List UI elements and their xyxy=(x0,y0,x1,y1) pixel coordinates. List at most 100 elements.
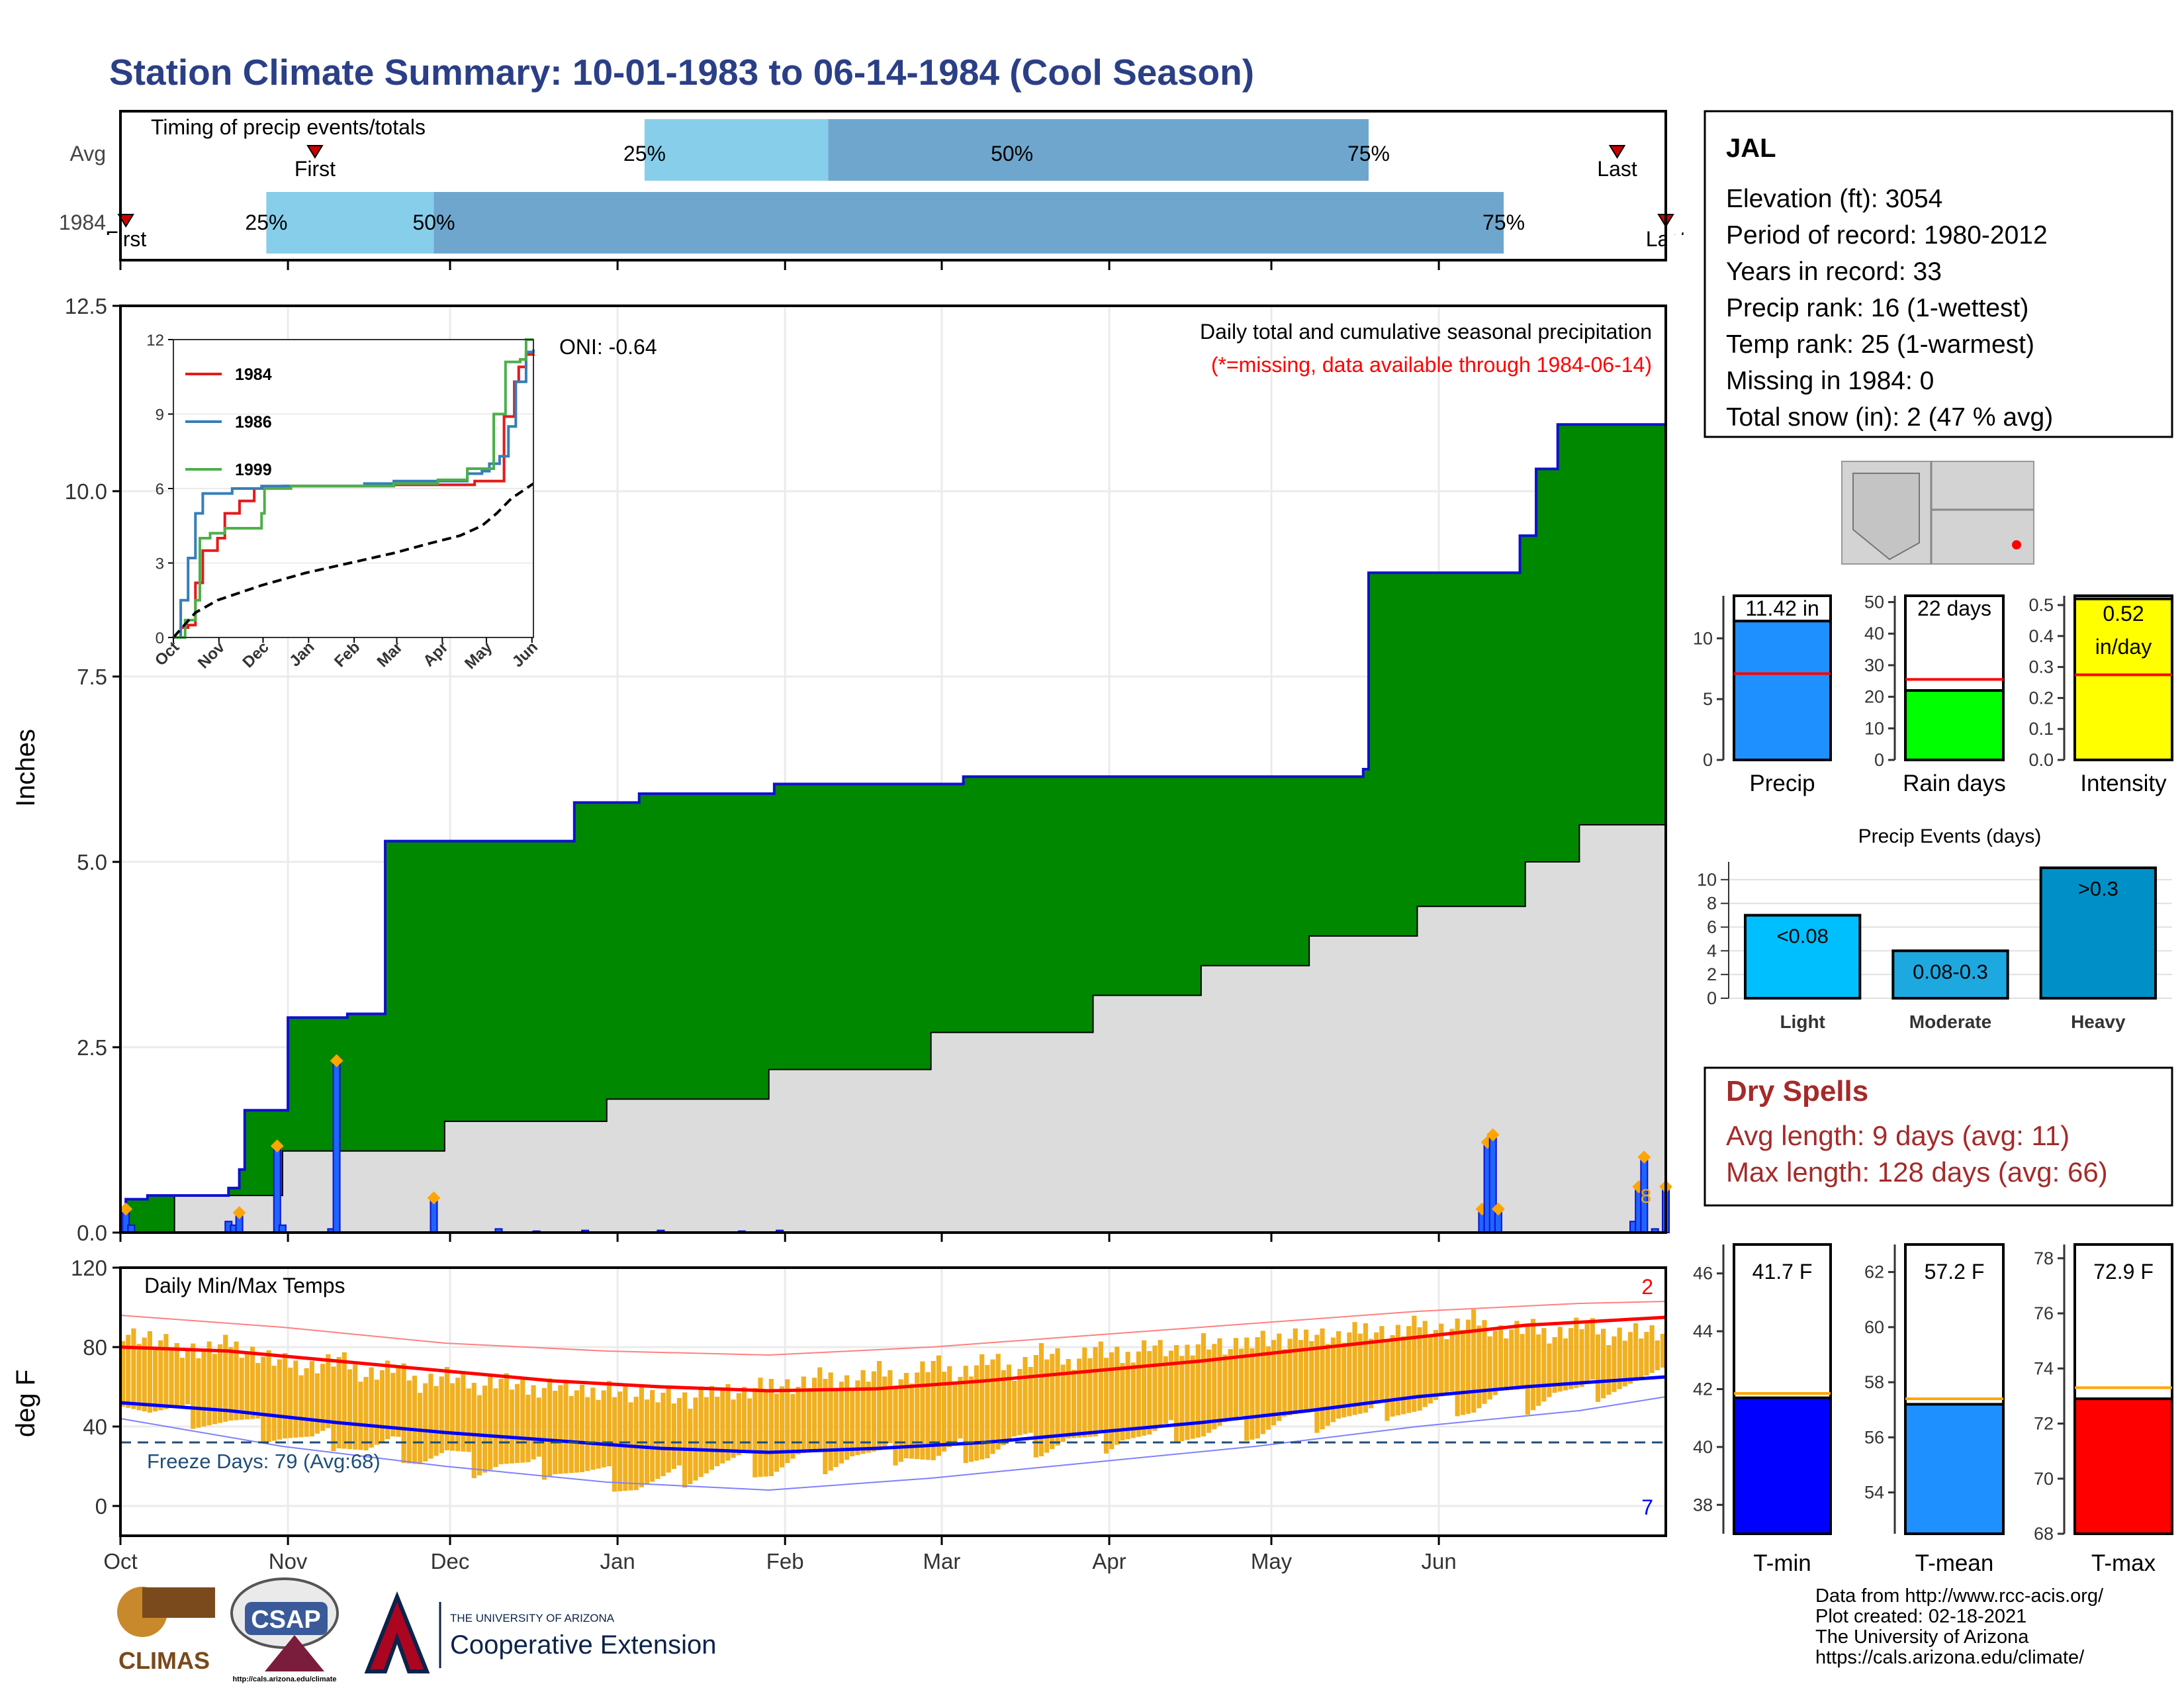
precip-y-axis-label: Inches xyxy=(11,729,40,807)
events-y-tick-label: 2 xyxy=(1707,964,1717,984)
daily-temp-range-bar xyxy=(1250,1348,1255,1440)
precip_total-x-label: Precip xyxy=(1749,771,1815,796)
daily-temp-range-bar xyxy=(493,1388,498,1468)
daily-temp-range-bar xyxy=(1400,1336,1406,1415)
daily-temp-range-bar xyxy=(1298,1340,1303,1413)
daily-temp-range-bar xyxy=(390,1373,396,1436)
tmin_mean-y-tick-label: 40 xyxy=(1693,1437,1713,1457)
intensity-y-tick-label: 0.5 xyxy=(2028,595,2054,615)
daily-temp-range-bar xyxy=(1569,1328,1574,1389)
daily-temp-range-bar xyxy=(1033,1355,1038,1458)
tmean_mean-y-tick-label: 54 xyxy=(1864,1483,1884,1503)
daily-temp-range-bar xyxy=(336,1357,341,1448)
daily-temp-range-bar xyxy=(482,1385,488,1473)
daily-temp-range-bar xyxy=(1017,1369,1023,1436)
daily-temp-range-bar xyxy=(363,1377,369,1450)
avg-tmax-line xyxy=(120,1315,1666,1393)
csap-logo: CSAP http://cals.arizona.edu/climate xyxy=(230,1577,339,1683)
daily-temp-range-bar xyxy=(288,1368,293,1438)
rain_days-value-label: 22 days xyxy=(1917,596,1991,620)
tmax_mean-value-label: 72.9 F xyxy=(2093,1260,2154,1284)
csap-mountain xyxy=(265,1635,324,1671)
year-first-marker xyxy=(117,214,134,228)
avg-timing-q1 xyxy=(644,119,829,181)
daily-temp-range-bar xyxy=(1655,1340,1660,1370)
tmin_mean-y-tick-label: 46 xyxy=(1693,1264,1713,1284)
daily-temp-range-bar xyxy=(1482,1320,1487,1404)
daily-temp-range-bar xyxy=(1120,1363,1125,1440)
dry-spells-avg: Avg length: 9 days (avg: 11) xyxy=(1726,1120,2070,1151)
daily-temp-range-bar xyxy=(1487,1336,1492,1400)
inset-frame xyxy=(173,339,534,638)
daily-temp-range-bar xyxy=(1552,1337,1557,1393)
daily-temp-range-bar xyxy=(606,1381,612,1466)
daily-temp-range-bar xyxy=(1098,1341,1103,1432)
daily-temp-range-bar xyxy=(271,1366,277,1441)
temp-y-axis-label: deg F xyxy=(11,1370,40,1437)
temp-x-tick-label: Oct xyxy=(103,1549,137,1573)
temp-y-tick-label: 120 xyxy=(71,1256,107,1280)
daily-temp-range-bar xyxy=(261,1356,266,1444)
daily-temp-range-bar xyxy=(882,1376,887,1447)
temp-chart-title: Daily Min/Max Temps xyxy=(144,1274,345,1297)
tmin_mean-y-tick-label: 42 xyxy=(1693,1380,1713,1399)
daily-temp-range-bar xyxy=(823,1379,828,1474)
daily-temp-range-bar xyxy=(396,1368,401,1437)
daily-temp-range-bar xyxy=(698,1386,704,1477)
daily-temp-range-bar xyxy=(298,1375,304,1438)
daily-temp-range-bar xyxy=(185,1350,191,1405)
daily-temp-range-bar xyxy=(1541,1328,1547,1402)
daily-temp-range-bar xyxy=(191,1343,196,1429)
events-bar xyxy=(1891,949,2009,1000)
daily-temp-range-bar xyxy=(844,1375,850,1460)
tmax-record-count: 2 xyxy=(1641,1275,1653,1299)
tmin_mean-bar xyxy=(1733,1396,1832,1536)
intensity-y-tick-label: 0.2 xyxy=(2028,688,2054,708)
daily-temp-range-bar xyxy=(1093,1347,1098,1436)
daily-temp-range-bar xyxy=(1055,1348,1060,1446)
daily-temp-range-bar xyxy=(693,1397,698,1481)
daily-temp-range-bar xyxy=(1147,1351,1152,1434)
rain_days-bar xyxy=(1904,689,2005,761)
daily-temp-range-bar xyxy=(850,1391,855,1456)
daily-temp-range-bar xyxy=(601,1390,606,1468)
footer-logos: CLIMAS CSAP http://cals.arizona.edu/clim… xyxy=(117,1577,716,1683)
daily-temp-range-bar xyxy=(682,1392,688,1488)
daily-temp-range-bar xyxy=(1115,1346,1120,1445)
rain_days-y-tick-label: 30 xyxy=(1864,655,1884,675)
daily-temp-range-bar xyxy=(1514,1321,1520,1390)
precip_total-y-tick-label: 0 xyxy=(1703,750,1713,770)
climas-logo-land xyxy=(142,1587,215,1618)
daily-temp-range-bar xyxy=(1222,1354,1228,1423)
temp-x-tick-label: Nov xyxy=(269,1549,308,1573)
daily-temp-range-bar xyxy=(974,1365,979,1461)
avg-last-marker xyxy=(1608,145,1626,159)
temp-x-tick-label: Jan xyxy=(600,1549,635,1573)
daily-temp-range-bar xyxy=(806,1387,812,1452)
year-p50-label: 50% xyxy=(413,211,455,234)
daily-temp-range-bar xyxy=(920,1361,925,1460)
tmin_mean-y-tick-label: 44 xyxy=(1693,1321,1713,1341)
daily-temp-range-bar xyxy=(1444,1339,1449,1393)
daily-temp-range-bar xyxy=(1412,1315,1417,1412)
daily-temp-range-bar xyxy=(1217,1338,1222,1426)
daily-temp-range-bar xyxy=(758,1378,763,1477)
daily-temp-range-bar xyxy=(228,1347,234,1421)
daily-temp-range-bar xyxy=(1520,1334,1525,1389)
daily-temp-range-bar xyxy=(731,1399,736,1458)
daily-temp-range-bar xyxy=(1336,1331,1342,1419)
daily-temp-range-bar xyxy=(671,1403,676,1470)
daily-temp-range-bar xyxy=(1330,1337,1336,1423)
daily-temp-range-bar xyxy=(1277,1333,1282,1421)
precip-plot-frame xyxy=(119,305,1667,1234)
daily-temp-range-bar xyxy=(1212,1344,1217,1430)
daily-temp-range-bar xyxy=(747,1398,752,1452)
daily-temp-range-bar xyxy=(655,1402,660,1479)
daily-temp-range-bar xyxy=(1433,1330,1439,1400)
intensity-y-tick-label: 0.1 xyxy=(2028,719,2054,739)
daily-temp-range-bar xyxy=(866,1382,871,1453)
rain_days-y-tick-label: 20 xyxy=(1864,687,1884,707)
daily-temp-range-bar xyxy=(1023,1357,1028,1434)
daily-temp-range-bar xyxy=(536,1397,541,1457)
daily-temp-range-bar xyxy=(1244,1337,1250,1441)
